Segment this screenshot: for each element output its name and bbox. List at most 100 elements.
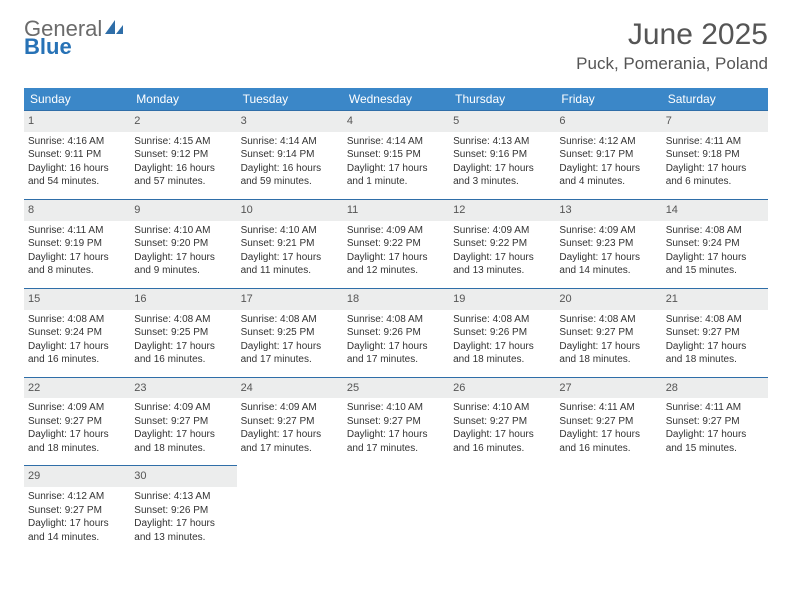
sunset-text: Sunset: 9:27 PM	[666, 415, 764, 429]
day-number: 12	[453, 204, 465, 216]
daylight-text-1: Daylight: 17 hours	[134, 428, 232, 442]
calendar-day: 11Sunrise: 4:09 AMSunset: 9:22 PMDayligh…	[343, 199, 449, 282]
calendar-day: 9Sunrise: 4:10 AMSunset: 9:20 PMDaylight…	[130, 199, 236, 282]
sunrise-text: Sunrise: 4:13 AM	[134, 490, 232, 504]
calendar-day: 26Sunrise: 4:10 AMSunset: 9:27 PMDayligh…	[449, 377, 555, 460]
sunset-text: Sunset: 9:26 PM	[347, 326, 445, 340]
day-number: 9	[134, 204, 140, 216]
day-number: 26	[453, 382, 465, 394]
dow-wednesday: Wednesday	[343, 88, 449, 110]
daynum-wrap: 24	[237, 377, 343, 399]
daylight-text-1: Daylight: 17 hours	[347, 251, 445, 265]
week-row: 1Sunrise: 4:16 AMSunset: 9:11 PMDaylight…	[24, 110, 768, 193]
sunrise-text: Sunrise: 4:10 AM	[347, 401, 445, 415]
daylight-text-1: Daylight: 16 hours	[134, 162, 232, 176]
daylight-text-2: and 11 minutes.	[241, 264, 339, 278]
daylight-text-1: Daylight: 17 hours	[453, 251, 551, 265]
sunset-text: Sunset: 9:22 PM	[347, 237, 445, 251]
daylight-text-2: and 9 minutes.	[134, 264, 232, 278]
sunset-text: Sunset: 9:24 PM	[666, 237, 764, 251]
daylight-text-2: and 15 minutes.	[666, 442, 764, 456]
daylight-text-2: and 18 minutes.	[666, 353, 764, 367]
calendar-day: 10Sunrise: 4:10 AMSunset: 9:21 PMDayligh…	[237, 199, 343, 282]
daylight-text-2: and 3 minutes.	[453, 175, 551, 189]
day-number: 16	[134, 293, 146, 305]
day-number: 23	[134, 382, 146, 394]
sunset-text: Sunset: 9:21 PM	[241, 237, 339, 251]
calendar-day: 15Sunrise: 4:08 AMSunset: 9:24 PMDayligh…	[24, 288, 130, 371]
calendar-day: 18Sunrise: 4:08 AMSunset: 9:26 PMDayligh…	[343, 288, 449, 371]
daynum-wrap: 12	[449, 199, 555, 221]
daynum-wrap: 19	[449, 288, 555, 310]
daylight-text-1: Daylight: 17 hours	[241, 340, 339, 354]
sunset-text: Sunset: 9:27 PM	[134, 415, 232, 429]
daylight-text-1: Daylight: 17 hours	[453, 162, 551, 176]
day-number: 8	[28, 204, 34, 216]
daylight-text-1: Daylight: 17 hours	[666, 162, 764, 176]
day-number: 29	[28, 470, 40, 482]
daynum-wrap: 18	[343, 288, 449, 310]
sunset-text: Sunset: 9:20 PM	[134, 237, 232, 251]
calendar-day: 7Sunrise: 4:11 AMSunset: 9:18 PMDaylight…	[662, 110, 768, 193]
daylight-text-1: Daylight: 17 hours	[453, 428, 551, 442]
sunrise-text: Sunrise: 4:08 AM	[134, 313, 232, 327]
sunset-text: Sunset: 9:16 PM	[453, 148, 551, 162]
daylight-text-1: Daylight: 17 hours	[134, 340, 232, 354]
sunrise-text: Sunrise: 4:11 AM	[666, 401, 764, 415]
dow-saturday: Saturday	[662, 88, 768, 110]
sunrise-text: Sunrise: 4:15 AM	[134, 135, 232, 149]
sunrise-text: Sunrise: 4:09 AM	[347, 224, 445, 238]
sunrise-text: Sunrise: 4:08 AM	[666, 224, 764, 238]
daynum-wrap: 13	[555, 199, 661, 221]
header: GeneralBlue June 2025 Puck, Pomerania, P…	[24, 18, 768, 74]
dow-thursday: Thursday	[449, 88, 555, 110]
calendar-day: 14Sunrise: 4:08 AMSunset: 9:24 PMDayligh…	[662, 199, 768, 282]
calendar-day: 12Sunrise: 4:09 AMSunset: 9:22 PMDayligh…	[449, 199, 555, 282]
daynum-wrap: 7	[662, 110, 768, 132]
sunset-text: Sunset: 9:12 PM	[134, 148, 232, 162]
daylight-text-2: and 18 minutes.	[134, 442, 232, 456]
day-number: 25	[347, 382, 359, 394]
calendar-day-empty	[449, 465, 555, 548]
daynum-wrap: 29	[24, 465, 130, 487]
sunrise-text: Sunrise: 4:12 AM	[28, 490, 126, 504]
daylight-text-1: Daylight: 17 hours	[28, 340, 126, 354]
daynum-wrap: 22	[24, 377, 130, 399]
daynum-wrap: 26	[449, 377, 555, 399]
sunset-text: Sunset: 9:14 PM	[241, 148, 339, 162]
daylight-text-2: and 6 minutes.	[666, 175, 764, 189]
day-number: 2	[134, 115, 140, 127]
calendar-day: 28Sunrise: 4:11 AMSunset: 9:27 PMDayligh…	[662, 377, 768, 460]
daynum-wrap: 4	[343, 110, 449, 132]
calendar-day: 19Sunrise: 4:08 AMSunset: 9:26 PMDayligh…	[449, 288, 555, 371]
sunrise-text: Sunrise: 4:09 AM	[28, 401, 126, 415]
sunrise-text: Sunrise: 4:10 AM	[241, 224, 339, 238]
day-number: 18	[347, 293, 359, 305]
calendar-day: 20Sunrise: 4:08 AMSunset: 9:27 PMDayligh…	[555, 288, 661, 371]
daynum-wrap: 5	[449, 110, 555, 132]
daynum-wrap: 21	[662, 288, 768, 310]
daylight-text-2: and 14 minutes.	[559, 264, 657, 278]
sunset-text: Sunset: 9:27 PM	[666, 326, 764, 340]
sunset-text: Sunset: 9:17 PM	[559, 148, 657, 162]
day-number: 5	[453, 115, 459, 127]
daylight-text-2: and 17 minutes.	[347, 353, 445, 367]
sunset-text: Sunset: 9:27 PM	[241, 415, 339, 429]
sunset-text: Sunset: 9:11 PM	[28, 148, 126, 162]
daylight-text-1: Daylight: 17 hours	[28, 251, 126, 265]
daylight-text-1: Daylight: 17 hours	[347, 428, 445, 442]
daylight-text-2: and 13 minutes.	[453, 264, 551, 278]
daylight-text-1: Daylight: 17 hours	[134, 517, 232, 531]
dow-sunday: Sunday	[24, 88, 130, 110]
sunset-text: Sunset: 9:19 PM	[28, 237, 126, 251]
daylight-text-1: Daylight: 16 hours	[241, 162, 339, 176]
daylight-text-1: Daylight: 16 hours	[28, 162, 126, 176]
daylight-text-2: and 59 minutes.	[241, 175, 339, 189]
day-number: 14	[666, 204, 678, 216]
daynum-wrap: 20	[555, 288, 661, 310]
sunset-text: Sunset: 9:26 PM	[453, 326, 551, 340]
day-number: 19	[453, 293, 465, 305]
sunrise-text: Sunrise: 4:08 AM	[559, 313, 657, 327]
daylight-text-1: Daylight: 17 hours	[347, 340, 445, 354]
day-number: 17	[241, 293, 253, 305]
